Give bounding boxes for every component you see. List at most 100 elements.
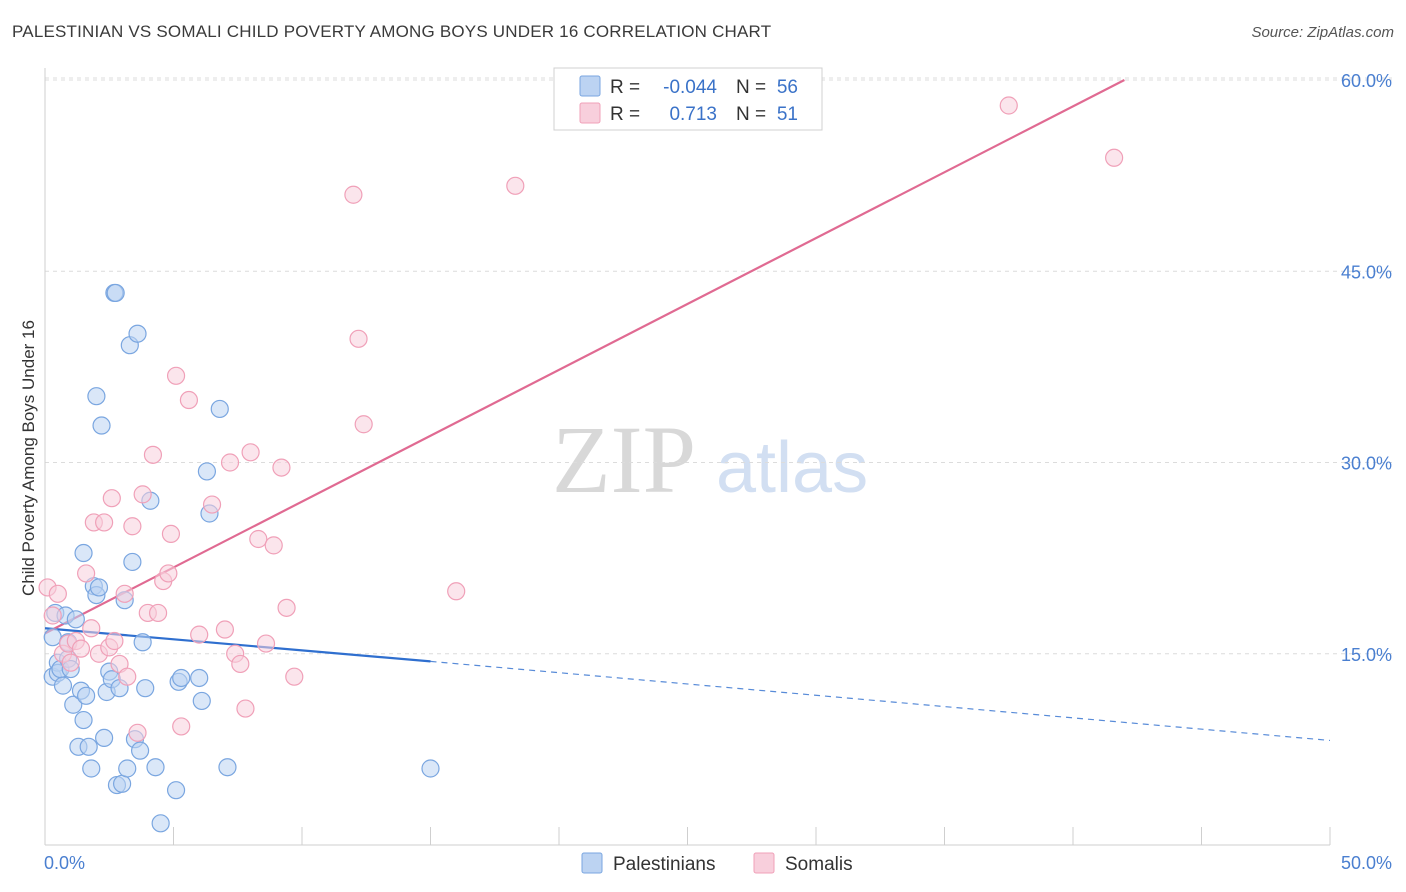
point-palestinians: [123, 552, 142, 572]
point-palestinians: [82, 759, 101, 778]
x-tick-label: 50.0%: [1341, 853, 1392, 873]
point-somalis: [1105, 148, 1124, 167]
point-somalis: [43, 606, 62, 625]
legend-n-label-2: N =: [736, 104, 766, 125]
point-palestinians: [112, 774, 132, 793]
watermark-atlas: atlas: [716, 428, 868, 508]
point-somalis: [354, 415, 373, 434]
point-palestinians: [74, 543, 93, 563]
point-somalis: [95, 513, 114, 532]
point-somalis: [77, 564, 96, 583]
point-palestinians: [79, 737, 98, 756]
legend-n-value-1: 56: [777, 77, 798, 98]
point-somalis: [148, 603, 168, 623]
watermark: ZIP atlas: [552, 406, 868, 513]
point-somalis: [128, 723, 147, 742]
grid-lines: [45, 77, 1392, 655]
x-tick-label: 0.0%: [44, 853, 85, 873]
point-palestinians: [77, 686, 96, 705]
point-somalis: [264, 536, 283, 555]
point-somalis: [133, 485, 152, 504]
point-somalis: [256, 634, 276, 653]
legend-r-value-2: 0.713: [669, 104, 717, 125]
point-palestinians: [151, 814, 170, 833]
point-somalis: [172, 717, 191, 736]
point-somalis: [161, 524, 181, 544]
point-palestinians: [53, 676, 73, 695]
point-palestinians: [128, 324, 147, 343]
point-palestinians: [218, 758, 237, 777]
point-somalis: [447, 582, 466, 601]
point-somalis: [143, 445, 163, 464]
point-somalis: [231, 654, 250, 674]
y-tick-label: 60.0%: [1341, 71, 1392, 91]
legend-swatch-palestinians: [579, 75, 601, 97]
legend-swatch-somalis: [579, 102, 601, 124]
data-points: [38, 96, 1124, 833]
point-palestinians: [89, 578, 109, 597]
point-palestinians: [190, 668, 209, 688]
trend-line-somalis: [44, 79, 1125, 635]
point-somalis: [61, 653, 80, 672]
point-somalis: [71, 639, 91, 658]
legend-n-value-2: 51: [777, 104, 798, 125]
y-tick-label: 30.0%: [1341, 454, 1392, 474]
correlation-legend: R = -0.044 N = 56 R = 0.713 N = 51: [553, 67, 823, 131]
trend-line-palestinians-extension: [430, 660, 1331, 742]
point-somalis: [277, 598, 296, 617]
legend-n-label-1: N =: [736, 77, 766, 98]
point-somalis: [999, 96, 1018, 115]
point-somalis: [215, 620, 234, 639]
y-axis-title: Child Poverty Among Boys Under 16: [19, 320, 38, 596]
point-palestinians: [421, 759, 440, 778]
point-somalis: [349, 329, 368, 348]
point-somalis: [166, 366, 186, 385]
point-palestinians: [133, 633, 152, 652]
point-somalis: [344, 185, 363, 204]
point-palestinians: [64, 695, 83, 714]
point-palestinians: [197, 462, 217, 481]
point-palestinians: [172, 668, 191, 688]
legend-label-somalis: Somalis: [785, 854, 853, 875]
point-palestinians: [166, 781, 186, 800]
point-palestinians: [66, 610, 85, 629]
series-legend: Palestinians Somalis: [581, 852, 853, 875]
legend-swatch-bottom-somalis: [753, 852, 775, 874]
y-tick-label: 45.0%: [1341, 262, 1392, 282]
point-somalis: [249, 529, 268, 549]
point-somalis: [102, 489, 121, 508]
point-somalis: [506, 176, 525, 195]
point-palestinians: [130, 741, 150, 760]
point-palestinians: [192, 691, 211, 711]
point-somalis: [202, 495, 222, 514]
point-somalis: [118, 667, 137, 686]
watermark-zip: ZIP: [552, 406, 696, 513]
legend-swatch-bottom-palestinians: [581, 852, 603, 874]
point-palestinians: [87, 387, 106, 406]
source-credit: Source: ZipAtlas.com: [1251, 24, 1394, 41]
tick-labels: 15.0% 30.0% 45.0% 60.0% 0.0% 50.0%: [44, 71, 1392, 873]
legend-r-label-2: R =: [610, 104, 640, 125]
point-palestinians: [95, 728, 114, 748]
point-somalis: [272, 458, 291, 477]
legend-r-label-1: R =: [610, 77, 640, 98]
point-palestinians: [146, 758, 165, 777]
point-somalis: [115, 584, 134, 603]
point-somalis: [285, 667, 304, 686]
point-somalis: [82, 619, 101, 638]
point-somalis: [190, 625, 209, 644]
point-somalis: [105, 631, 124, 651]
legend-label-palestinians: Palestinians: [613, 854, 715, 875]
point-somalis: [48, 584, 67, 603]
axes: [44, 68, 1331, 846]
point-palestinians: [43, 628, 62, 647]
point-palestinians: [92, 416, 111, 435]
point-somalis: [123, 517, 142, 536]
point-palestinians: [106, 283, 125, 303]
y-tick-label: 15.0%: [1341, 645, 1392, 665]
point-somalis: [179, 390, 199, 410]
point-palestinians: [74, 710, 93, 730]
point-palestinians: [210, 399, 229, 419]
chart-title: PALESTINIAN VS SOMALI CHILD POVERTY AMON…: [12, 22, 772, 41]
